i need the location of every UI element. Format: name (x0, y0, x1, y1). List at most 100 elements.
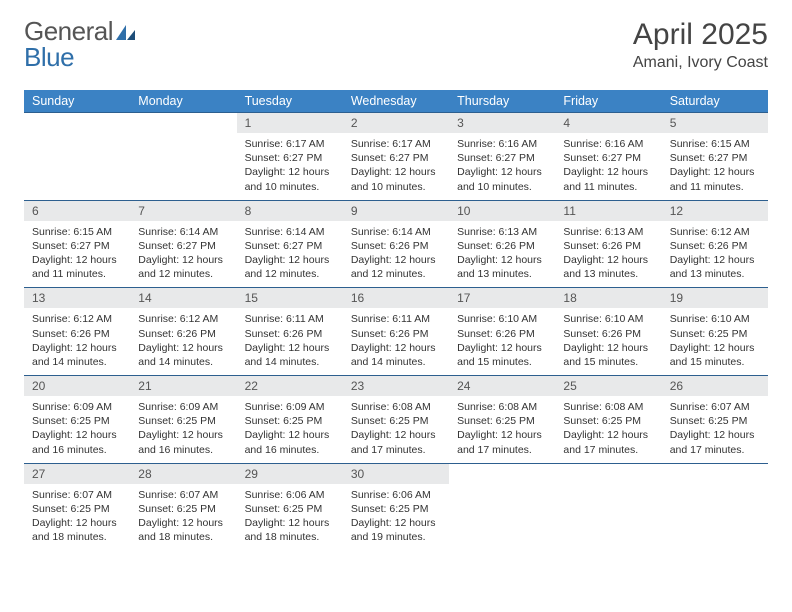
day-details: Sunrise: 6:13 AMSunset: 6:26 PMDaylight:… (449, 221, 555, 288)
sunrise-line: Sunrise: 6:11 AM (245, 313, 324, 325)
sunrise-line: Sunrise: 6:12 AM (32, 313, 112, 325)
day-details: Sunrise: 6:10 AMSunset: 6:26 PMDaylight:… (555, 308, 661, 375)
sunset-line: Sunset: 6:26 PM (563, 328, 641, 340)
weekday-header: Thursday (449, 90, 555, 113)
sunrise-line: Sunrise: 6:07 AM (32, 489, 112, 501)
day-number: 27 (24, 464, 130, 484)
day-number: 29 (237, 464, 343, 484)
calendar-week-row: 20Sunrise: 6:09 AMSunset: 6:25 PMDayligh… (24, 376, 768, 464)
day-details: Sunrise: 6:07 AMSunset: 6:25 PMDaylight:… (24, 484, 130, 551)
day-details: Sunrise: 6:09 AMSunset: 6:25 PMDaylight:… (237, 396, 343, 463)
day-details: Sunrise: 6:14 AMSunset: 6:27 PMDaylight:… (130, 221, 236, 288)
calendar-day-cell: 29Sunrise: 6:06 AMSunset: 6:25 PMDayligh… (237, 463, 343, 550)
day-details: Sunrise: 6:11 AMSunset: 6:26 PMDaylight:… (237, 308, 343, 375)
day-details: Sunrise: 6:17 AMSunset: 6:27 PMDaylight:… (237, 133, 343, 200)
day-number: 14 (130, 288, 236, 308)
day-details: Sunrise: 6:12 AMSunset: 6:26 PMDaylight:… (662, 221, 768, 288)
daylight-line: Daylight: 12 hours and 18 minutes. (245, 517, 330, 543)
weekday-header: Saturday (662, 90, 768, 113)
sunset-line: Sunset: 6:25 PM (245, 503, 323, 515)
sunset-line: Sunset: 6:26 PM (351, 328, 429, 340)
sunset-line: Sunset: 6:25 PM (457, 415, 535, 427)
calendar-day-cell: 24Sunrise: 6:08 AMSunset: 6:25 PMDayligh… (449, 376, 555, 464)
calendar-day-cell: 1Sunrise: 6:17 AMSunset: 6:27 PMDaylight… (237, 113, 343, 201)
sunset-line: Sunset: 6:25 PM (245, 415, 323, 427)
day-details: Sunrise: 6:11 AMSunset: 6:26 PMDaylight:… (343, 308, 449, 375)
day-details: Sunrise: 6:07 AMSunset: 6:25 PMDaylight:… (130, 484, 236, 551)
calendar-day-cell: 23Sunrise: 6:08 AMSunset: 6:25 PMDayligh… (343, 376, 449, 464)
sunrise-line: Sunrise: 6:09 AM (32, 401, 112, 413)
sunrise-line: Sunrise: 6:10 AM (563, 313, 643, 325)
daylight-line: Daylight: 12 hours and 12 minutes. (245, 254, 330, 280)
day-number: 23 (343, 376, 449, 396)
day-details: Sunrise: 6:08 AMSunset: 6:25 PMDaylight:… (449, 396, 555, 463)
day-details: Sunrise: 6:14 AMSunset: 6:27 PMDaylight:… (237, 221, 343, 288)
calendar-day-cell: 27Sunrise: 6:07 AMSunset: 6:25 PMDayligh… (24, 463, 130, 550)
sunrise-line: Sunrise: 6:16 AM (563, 138, 643, 150)
sunset-line: Sunset: 6:25 PM (32, 415, 110, 427)
calendar-week-row: 13Sunrise: 6:12 AMSunset: 6:26 PMDayligh… (24, 288, 768, 376)
day-number: 11 (555, 201, 661, 221)
sunrise-line: Sunrise: 6:15 AM (32, 226, 112, 238)
calendar-week-row: 27Sunrise: 6:07 AMSunset: 6:25 PMDayligh… (24, 463, 768, 550)
calendar-day-cell: 13Sunrise: 6:12 AMSunset: 6:26 PMDayligh… (24, 288, 130, 376)
calendar-day-cell: 16Sunrise: 6:11 AMSunset: 6:26 PMDayligh… (343, 288, 449, 376)
sunset-line: Sunset: 6:27 PM (138, 240, 216, 252)
sunset-line: Sunset: 6:26 PM (351, 240, 429, 252)
calendar-empty-cell (662, 463, 768, 550)
calendar-empty-cell (130, 113, 236, 201)
day-details: Sunrise: 6:12 AMSunset: 6:26 PMDaylight:… (130, 308, 236, 375)
calendar-day-cell: 20Sunrise: 6:09 AMSunset: 6:25 PMDayligh… (24, 376, 130, 464)
sunset-line: Sunset: 6:26 PM (138, 328, 216, 340)
calendar-empty-cell (555, 463, 661, 550)
daylight-line: Daylight: 12 hours and 14 minutes. (138, 342, 223, 368)
day-number: 1 (237, 113, 343, 133)
sunrise-line: Sunrise: 6:15 AM (670, 138, 750, 150)
weekday-header-row: SundayMondayTuesdayWednesdayThursdayFrid… (24, 90, 768, 113)
calendar-day-cell: 25Sunrise: 6:08 AMSunset: 6:25 PMDayligh… (555, 376, 661, 464)
calendar-day-cell: 4Sunrise: 6:16 AMSunset: 6:27 PMDaylight… (555, 113, 661, 201)
sunset-line: Sunset: 6:27 PM (670, 152, 748, 164)
daylight-line: Daylight: 12 hours and 10 minutes. (457, 166, 542, 192)
day-details: Sunrise: 6:09 AMSunset: 6:25 PMDaylight:… (24, 396, 130, 463)
weekday-header: Tuesday (237, 90, 343, 113)
day-number: 10 (449, 201, 555, 221)
daylight-line: Daylight: 12 hours and 16 minutes. (245, 429, 330, 455)
sunset-line: Sunset: 6:26 PM (32, 328, 110, 340)
weekday-header: Sunday (24, 90, 130, 113)
day-number: 16 (343, 288, 449, 308)
sunset-line: Sunset: 6:25 PM (670, 415, 748, 427)
day-details: Sunrise: 6:16 AMSunset: 6:27 PMDaylight:… (555, 133, 661, 200)
day-details: Sunrise: 6:06 AMSunset: 6:25 PMDaylight:… (237, 484, 343, 551)
daylight-line: Daylight: 12 hours and 17 minutes. (563, 429, 648, 455)
daylight-line: Daylight: 12 hours and 15 minutes. (457, 342, 542, 368)
sunrise-line: Sunrise: 6:14 AM (138, 226, 218, 238)
sunset-line: Sunset: 6:25 PM (138, 503, 216, 515)
day-number: 12 (662, 201, 768, 221)
logo: GeneralBlue (24, 18, 137, 70)
daylight-line: Daylight: 12 hours and 14 minutes. (245, 342, 330, 368)
sunset-line: Sunset: 6:25 PM (351, 503, 429, 515)
calendar-day-cell: 5Sunrise: 6:15 AMSunset: 6:27 PMDaylight… (662, 113, 768, 201)
weekday-header: Monday (130, 90, 236, 113)
calendar-day-cell: 3Sunrise: 6:16 AMSunset: 6:27 PMDaylight… (449, 113, 555, 201)
daylight-line: Daylight: 12 hours and 17 minutes. (457, 429, 542, 455)
day-details: Sunrise: 6:08 AMSunset: 6:25 PMDaylight:… (343, 396, 449, 463)
daylight-line: Daylight: 12 hours and 10 minutes. (351, 166, 436, 192)
page-title: April 2025 (633, 18, 768, 52)
day-number: 25 (555, 376, 661, 396)
calendar-day-cell: 17Sunrise: 6:10 AMSunset: 6:26 PMDayligh… (449, 288, 555, 376)
sunset-line: Sunset: 6:27 PM (351, 152, 429, 164)
sunrise-line: Sunrise: 6:13 AM (457, 226, 537, 238)
day-details: Sunrise: 6:08 AMSunset: 6:25 PMDaylight:… (555, 396, 661, 463)
calendar-table: SundayMondayTuesdayWednesdayThursdayFrid… (24, 90, 768, 550)
day-number: 7 (130, 201, 236, 221)
calendar-day-cell: 7Sunrise: 6:14 AMSunset: 6:27 PMDaylight… (130, 200, 236, 288)
location-label: Amani, Ivory Coast (633, 54, 768, 72)
calendar-day-cell: 8Sunrise: 6:14 AMSunset: 6:27 PMDaylight… (237, 200, 343, 288)
calendar-day-cell: 10Sunrise: 6:13 AMSunset: 6:26 PMDayligh… (449, 200, 555, 288)
sunset-line: Sunset: 6:25 PM (138, 415, 216, 427)
day-number: 26 (662, 376, 768, 396)
daylight-line: Daylight: 12 hours and 14 minutes. (32, 342, 117, 368)
daylight-line: Daylight: 12 hours and 14 minutes. (351, 342, 436, 368)
